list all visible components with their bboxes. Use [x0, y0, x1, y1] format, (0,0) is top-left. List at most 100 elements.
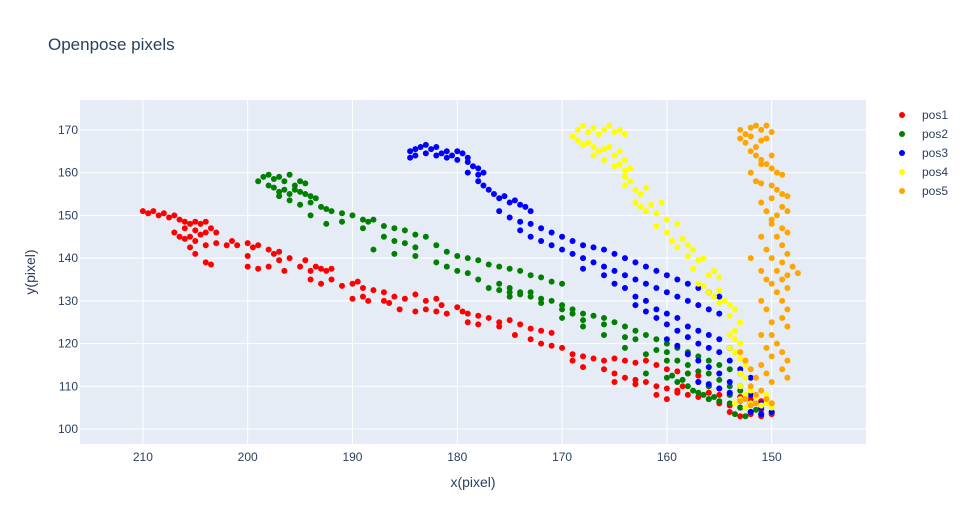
data-point[interactable]: [737, 413, 744, 420]
data-point[interactable]: [632, 336, 639, 343]
data-point[interactable]: [475, 171, 482, 178]
data-point[interactable]: [244, 252, 251, 259]
data-point[interactable]: [642, 263, 649, 270]
data-point[interactable]: [742, 391, 749, 398]
data-point[interactable]: [527, 272, 534, 279]
data-point[interactable]: [742, 374, 749, 381]
data-point[interactable]: [763, 391, 770, 398]
data-point[interactable]: [663, 374, 670, 381]
data-point[interactable]: [580, 255, 587, 262]
data-point[interactable]: [621, 344, 628, 351]
data-point[interactable]: [621, 374, 628, 381]
data-point[interactable]: [412, 291, 419, 298]
data-point[interactable]: [601, 314, 607, 321]
data-point[interactable]: [768, 165, 775, 172]
data-point[interactable]: [601, 246, 607, 253]
data-point[interactable]: [742, 396, 749, 403]
data-point[interactable]: [621, 173, 628, 180]
data-point[interactable]: [758, 233, 765, 240]
data-point[interactable]: [690, 387, 697, 394]
data-point[interactable]: [569, 306, 576, 313]
data-point[interactable]: [302, 257, 309, 264]
data-point[interactable]: [705, 396, 712, 403]
data-point[interactable]: [621, 285, 628, 292]
data-point[interactable]: [160, 210, 167, 217]
data-point[interactable]: [621, 167, 628, 174]
data-point[interactable]: [621, 323, 628, 330]
data-point[interactable]: [642, 351, 649, 358]
data-point[interactable]: [621, 334, 628, 341]
data-point[interactable]: [637, 191, 644, 198]
data-point[interactable]: [695, 389, 702, 396]
data-point[interactable]: [752, 374, 759, 381]
data-point[interactable]: [559, 233, 566, 240]
data-point[interactable]: [632, 186, 639, 193]
data-point[interactable]: [559, 280, 566, 287]
data-point[interactable]: [747, 391, 754, 398]
data-point[interactable]: [569, 310, 576, 317]
data-point[interactable]: [695, 257, 702, 264]
data-point[interactable]: [291, 182, 298, 189]
data-point[interactable]: [726, 302, 733, 309]
data-point[interactable]: [202, 259, 209, 266]
data-point[interactable]: [359, 285, 366, 292]
data-point[interactable]: [475, 178, 482, 185]
data-point[interactable]: [181, 235, 188, 242]
data-point[interactable]: [475, 312, 482, 319]
data-point[interactable]: [433, 152, 440, 159]
data-point[interactable]: [192, 250, 199, 257]
data-point[interactable]: [606, 122, 613, 129]
data-point[interactable]: [716, 310, 723, 317]
data-point[interactable]: [747, 133, 754, 140]
data-point[interactable]: [580, 242, 587, 249]
data-point[interactable]: [737, 404, 744, 411]
data-point[interactable]: [559, 306, 566, 313]
data-point[interactable]: [695, 357, 702, 364]
data-point[interactable]: [653, 306, 660, 313]
data-point[interactable]: [763, 344, 770, 351]
data-point[interactable]: [339, 218, 345, 225]
data-point[interactable]: [443, 148, 450, 155]
data-point[interactable]: [407, 148, 414, 155]
data-point[interactable]: [454, 252, 461, 259]
data-point[interactable]: [580, 317, 587, 324]
data-point[interactable]: [470, 163, 476, 170]
data-point[interactable]: [286, 255, 293, 262]
data-point[interactable]: [784, 229, 791, 236]
data-point[interactable]: [318, 265, 325, 272]
data-point[interactable]: [380, 223, 387, 230]
data-point[interactable]: [684, 351, 691, 358]
data-point[interactable]: [506, 317, 513, 324]
data-point[interactable]: [401, 227, 408, 234]
data-point[interactable]: [763, 135, 770, 142]
data-point[interactable]: [517, 201, 524, 208]
data-point[interactable]: [454, 156, 461, 163]
data-point[interactable]: [391, 238, 398, 245]
data-point[interactable]: [422, 297, 429, 304]
data-point[interactable]: [763, 246, 770, 253]
data-point[interactable]: [752, 406, 759, 413]
data-point[interactable]: [684, 242, 691, 249]
data-point[interactable]: [663, 336, 670, 343]
data-point[interactable]: [590, 144, 597, 151]
data-point[interactable]: [202, 229, 209, 236]
data-point[interactable]: [763, 370, 770, 377]
data-point[interactable]: [339, 210, 345, 217]
data-point[interactable]: [611, 163, 618, 170]
data-point[interactable]: [695, 353, 702, 360]
data-point[interactable]: [297, 178, 304, 185]
data-point[interactable]: [732, 411, 738, 418]
data-point[interactable]: [653, 285, 660, 292]
data-point[interactable]: [580, 310, 587, 317]
data-point[interactable]: [621, 156, 628, 163]
data-point[interactable]: [517, 291, 524, 298]
data-point[interactable]: [716, 398, 723, 405]
data-point[interactable]: [422, 306, 429, 313]
data-point[interactable]: [228, 238, 235, 245]
data-point[interactable]: [485, 186, 492, 193]
data-point[interactable]: [265, 263, 272, 270]
data-point[interactable]: [768, 280, 775, 287]
data-point[interactable]: [700, 391, 707, 398]
data-point[interactable]: [768, 216, 775, 223]
data-point[interactable]: [260, 173, 267, 180]
